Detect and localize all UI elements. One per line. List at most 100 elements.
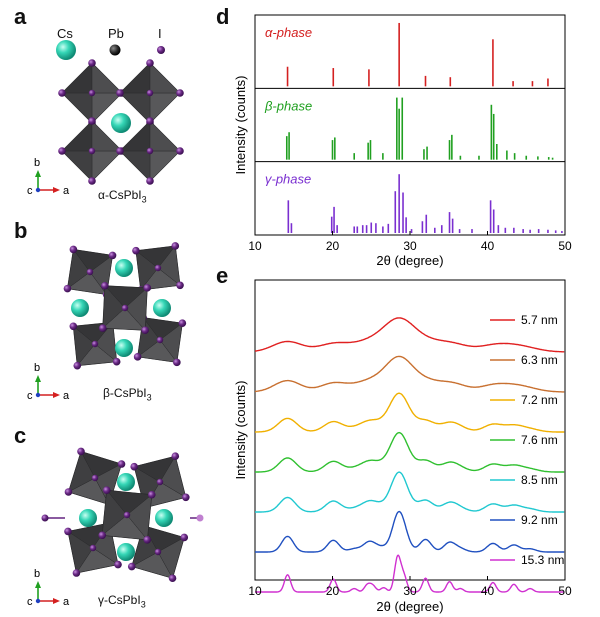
xrd-curve	[255, 554, 565, 593]
iodine-atom	[98, 531, 107, 540]
iodine-atom	[176, 89, 184, 97]
beta-caption-sub: 3	[146, 392, 152, 403]
alpha-axis-a-label: a	[63, 185, 70, 197]
legend-label: 8.5 nm	[521, 473, 558, 487]
iodine-atom	[58, 89, 66, 97]
cs-atom	[155, 509, 173, 527]
alpha-octahedron-facet	[119, 150, 151, 182]
iodine-atom	[69, 322, 78, 331]
iodine-atom	[116, 147, 124, 155]
alpha-octahedron-facet	[149, 62, 181, 94]
iodine-atom	[41, 514, 49, 522]
gamma-octahedron-facet	[126, 494, 153, 541]
beta-axis-c-label: c	[27, 390, 33, 402]
iodine-atom	[141, 326, 149, 335]
iodine-atom	[98, 324, 107, 332]
cs-atom	[79, 509, 97, 527]
beta-axis-triad: b c a	[27, 362, 70, 402]
cs-atom	[111, 113, 131, 133]
cs-atom	[71, 299, 89, 317]
gamma-caption-sub: 3	[140, 599, 146, 610]
xrd-reference-chart: α-phase β-phase γ-phase 10 20 30 40 50 2θ (degre…	[233, 14, 572, 268]
alpha-octahedron-facet	[91, 150, 123, 182]
xrd-curve	[255, 510, 565, 553]
y-axis-label: Intensity (counts)	[233, 76, 248, 175]
x-axis-label: 2θ (degree)	[376, 599, 443, 614]
beta-axis-a-label: a	[63, 390, 70, 402]
gamma-axis-b-label: b	[34, 568, 40, 580]
iodine-atom	[176, 281, 184, 290]
alpha-octahedron-facet	[149, 120, 181, 152]
iodine-atom	[102, 486, 111, 495]
x-tick-label: 10	[248, 584, 262, 598]
iodine-atom	[180, 533, 189, 542]
xrd-curve	[255, 392, 565, 433]
iodine-atom	[178, 319, 187, 327]
legend-label: 5.7 nm	[521, 313, 558, 327]
legend-label: 6.3 nm	[521, 353, 558, 367]
iodine-atom	[69, 245, 78, 254]
iodine-atom	[101, 281, 109, 290]
iodine-atom	[89, 544, 97, 552]
beta-octahedron-facet	[94, 321, 117, 363]
alpha-caption-sub: 3	[141, 194, 147, 205]
x-tick-label: 10	[248, 239, 262, 253]
iodine-atom	[196, 514, 204, 522]
beta-caption-text: β-CsPbI	[103, 386, 147, 400]
iodine-atom	[143, 535, 152, 544]
legend-i-atom	[157, 46, 165, 54]
series-label: γ-phase	[265, 172, 311, 187]
iodine-atom	[146, 117, 154, 125]
beta-structure-caption: β-CsPbI3	[103, 386, 152, 402]
series-label: β-phase	[264, 98, 312, 113]
x-tick-label: 50	[558, 239, 572, 253]
panel-label-d: d	[216, 4, 230, 29]
cs-atom	[117, 543, 135, 561]
legend-label: 15.3 nm	[521, 553, 564, 567]
gamma-octahedron-facet	[157, 536, 185, 579]
alpha-octahedron-facet	[61, 62, 93, 94]
alpha-octahedron-facet	[149, 150, 181, 182]
iodine-atom	[154, 548, 162, 556]
alpha-axis-c-label: c	[27, 185, 33, 197]
iodine-atom	[64, 488, 73, 496]
panel-label-e: e	[216, 263, 229, 288]
alpha-octahedron-facet	[61, 150, 93, 182]
iodine-atom	[127, 562, 136, 571]
iodine-atom	[64, 527, 72, 536]
beta-octahedron-facet	[159, 322, 183, 364]
legend-label: 7.2 nm	[521, 393, 558, 407]
x-tick-label: 30	[403, 584, 417, 598]
panel-label-a: a	[14, 4, 27, 29]
iodine-atom	[173, 358, 181, 367]
alpha-octahedron-facet	[91, 62, 123, 94]
x-tick-label: 20	[326, 239, 340, 253]
iodine-atom	[73, 361, 82, 370]
gamma-structure-caption: γ-CsPbI3	[98, 593, 146, 609]
iodine-atom	[88, 177, 96, 185]
iodine-atom	[117, 460, 126, 468]
alpha-cspbi3-structure	[58, 59, 184, 185]
alpha-structure-caption: α-CsPbI3	[98, 188, 147, 204]
cs-atom	[115, 339, 133, 357]
legend-cs-atom	[56, 40, 76, 60]
cs-atom	[153, 299, 171, 317]
iodine-atom	[156, 336, 164, 344]
iodine-atom	[91, 474, 99, 482]
iodine-atom	[146, 147, 154, 155]
xrd-curve	[254, 355, 565, 393]
iodine-atom	[130, 462, 138, 471]
legend-label: 9.2 nm	[521, 513, 558, 527]
x-tick-label: 20	[326, 584, 340, 598]
xrd-curve	[254, 317, 565, 353]
beta-octahedron-facet	[157, 245, 181, 286]
alpha-caption-text: α-CsPbI	[98, 188, 142, 202]
alpha-axis-b-label: b	[34, 157, 40, 169]
alpha-octahedron-facet	[61, 120, 93, 152]
legend-i-label: I	[158, 26, 162, 41]
iodine-atom	[143, 284, 152, 292]
iodine-atom	[133, 353, 142, 361]
x-axis-label: 2θ (degree)	[376, 253, 443, 268]
iodine-atom	[86, 268, 94, 276]
series-label: α-phase	[265, 25, 312, 40]
